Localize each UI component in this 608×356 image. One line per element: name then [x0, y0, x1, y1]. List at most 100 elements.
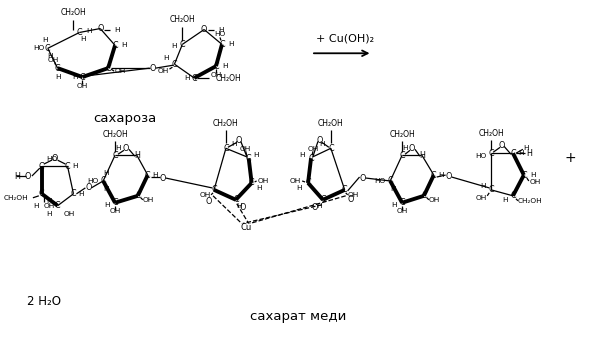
Text: HO: HO	[46, 156, 57, 162]
Text: H: H	[439, 172, 444, 178]
Text: C: C	[223, 144, 229, 153]
Text: C: C	[308, 154, 314, 163]
Text: C: C	[112, 198, 118, 207]
Text: O: O	[97, 24, 103, 33]
Text: C: C	[77, 28, 82, 37]
Text: H: H	[503, 197, 508, 203]
Text: O: O	[312, 203, 318, 212]
Text: OH: OH	[258, 178, 269, 184]
Text: C: C	[211, 185, 217, 194]
Text: H: H	[530, 172, 535, 178]
Text: H: H	[402, 145, 408, 151]
Text: HO: HO	[215, 31, 226, 37]
Text: OH: OH	[240, 146, 251, 152]
Text: H: H	[105, 202, 110, 208]
Text: O: O	[150, 64, 156, 73]
Text: CH₂OH: CH₂OH	[170, 15, 195, 24]
Text: C: C	[328, 144, 334, 153]
Text: O: O	[347, 195, 354, 204]
Text: H: H	[116, 145, 121, 151]
Text: H: H	[153, 172, 158, 178]
Text: H: H	[47, 53, 52, 59]
Text: C: C	[100, 177, 106, 185]
Text: C: C	[488, 185, 494, 194]
Text: C: C	[246, 154, 252, 163]
Text: H: H	[42, 37, 47, 43]
Text: OH: OH	[157, 68, 168, 74]
Text: H: H	[103, 186, 109, 192]
Text: C: C	[510, 191, 516, 200]
Text: H: H	[319, 141, 325, 147]
Text: H: H	[390, 186, 396, 192]
Text: H: H	[523, 145, 528, 151]
Text: C: C	[521, 171, 527, 179]
Text: сахароза: сахароза	[93, 112, 157, 125]
Text: CH₂OH: CH₂OH	[213, 119, 239, 128]
Text: C: C	[213, 62, 219, 70]
Text: OH: OH	[530, 179, 541, 185]
Text: O: O	[499, 141, 505, 150]
Text: CH₂OH: CH₂OH	[389, 130, 415, 139]
Text: H: H	[257, 185, 262, 191]
Text: H: H	[218, 26, 224, 32]
Text: C: C	[64, 162, 71, 171]
Text: OH: OH	[109, 208, 120, 214]
Text: +: +	[565, 151, 576, 165]
Text: C: C	[399, 198, 405, 207]
Text: OH: OH	[115, 68, 126, 74]
Text: H: H	[300, 152, 305, 158]
Text: H: H	[134, 151, 140, 160]
Text: H: H	[228, 41, 233, 47]
Text: HO: HO	[33, 45, 45, 51]
Text: O: O	[201, 25, 207, 34]
Text: C: C	[305, 178, 311, 188]
Text: CH₂OH: CH₂OH	[3, 195, 28, 201]
Text: OH: OH	[64, 211, 75, 217]
Text: O: O	[235, 136, 242, 145]
Text: C: C	[145, 171, 151, 179]
Text: H: H	[86, 27, 92, 33]
Text: H: H	[72, 74, 77, 80]
Text: C: C	[39, 162, 44, 171]
Text: C: C	[45, 44, 50, 53]
Text: C: C	[510, 149, 516, 158]
Text: C: C	[171, 60, 178, 69]
Text: C: C	[488, 149, 494, 158]
Text: CH₂OH: CH₂OH	[61, 8, 86, 17]
Text: OH: OH	[210, 72, 222, 78]
Text: O: O	[52, 154, 58, 163]
Text: O: O	[446, 172, 452, 180]
Text: HO: HO	[475, 153, 486, 159]
Text: H: H	[481, 183, 486, 189]
Text: H: H	[114, 26, 120, 32]
Text: H: H	[316, 203, 322, 209]
Text: + Cu(OH)₂: + Cu(OH)₂	[316, 33, 374, 43]
Text: C: C	[431, 171, 437, 179]
Text: H: H	[171, 43, 176, 49]
Text: O: O	[240, 203, 246, 212]
Text: H: H	[297, 185, 302, 191]
Text: H: H	[184, 75, 189, 81]
Text: C: C	[179, 40, 185, 49]
Text: OH: OH	[308, 146, 319, 152]
Text: CH₂OH: CH₂OH	[102, 130, 128, 139]
Text: O: O	[25, 172, 31, 180]
Text: H: H	[392, 202, 397, 208]
Text: C: C	[342, 185, 348, 194]
Text: H: H	[72, 163, 78, 169]
Text: C: C	[55, 64, 60, 73]
Text: C: C	[219, 40, 225, 49]
Text: OH: OH	[476, 195, 487, 201]
Text: H: H	[236, 203, 241, 209]
Text: C: C	[387, 177, 393, 185]
Text: H: H	[33, 203, 39, 209]
Text: HO: HO	[87, 178, 98, 184]
Text: H: H	[231, 141, 237, 147]
Text: сахарат меди: сахарат меди	[250, 310, 347, 323]
Text: C: C	[39, 189, 44, 198]
Text: CH₂OH: CH₂OH	[478, 129, 504, 138]
Text: CH₂OH: CH₂OH	[216, 74, 242, 83]
Text: H: H	[47, 198, 52, 204]
Text: C: C	[105, 64, 111, 73]
Text: C: C	[71, 189, 76, 198]
